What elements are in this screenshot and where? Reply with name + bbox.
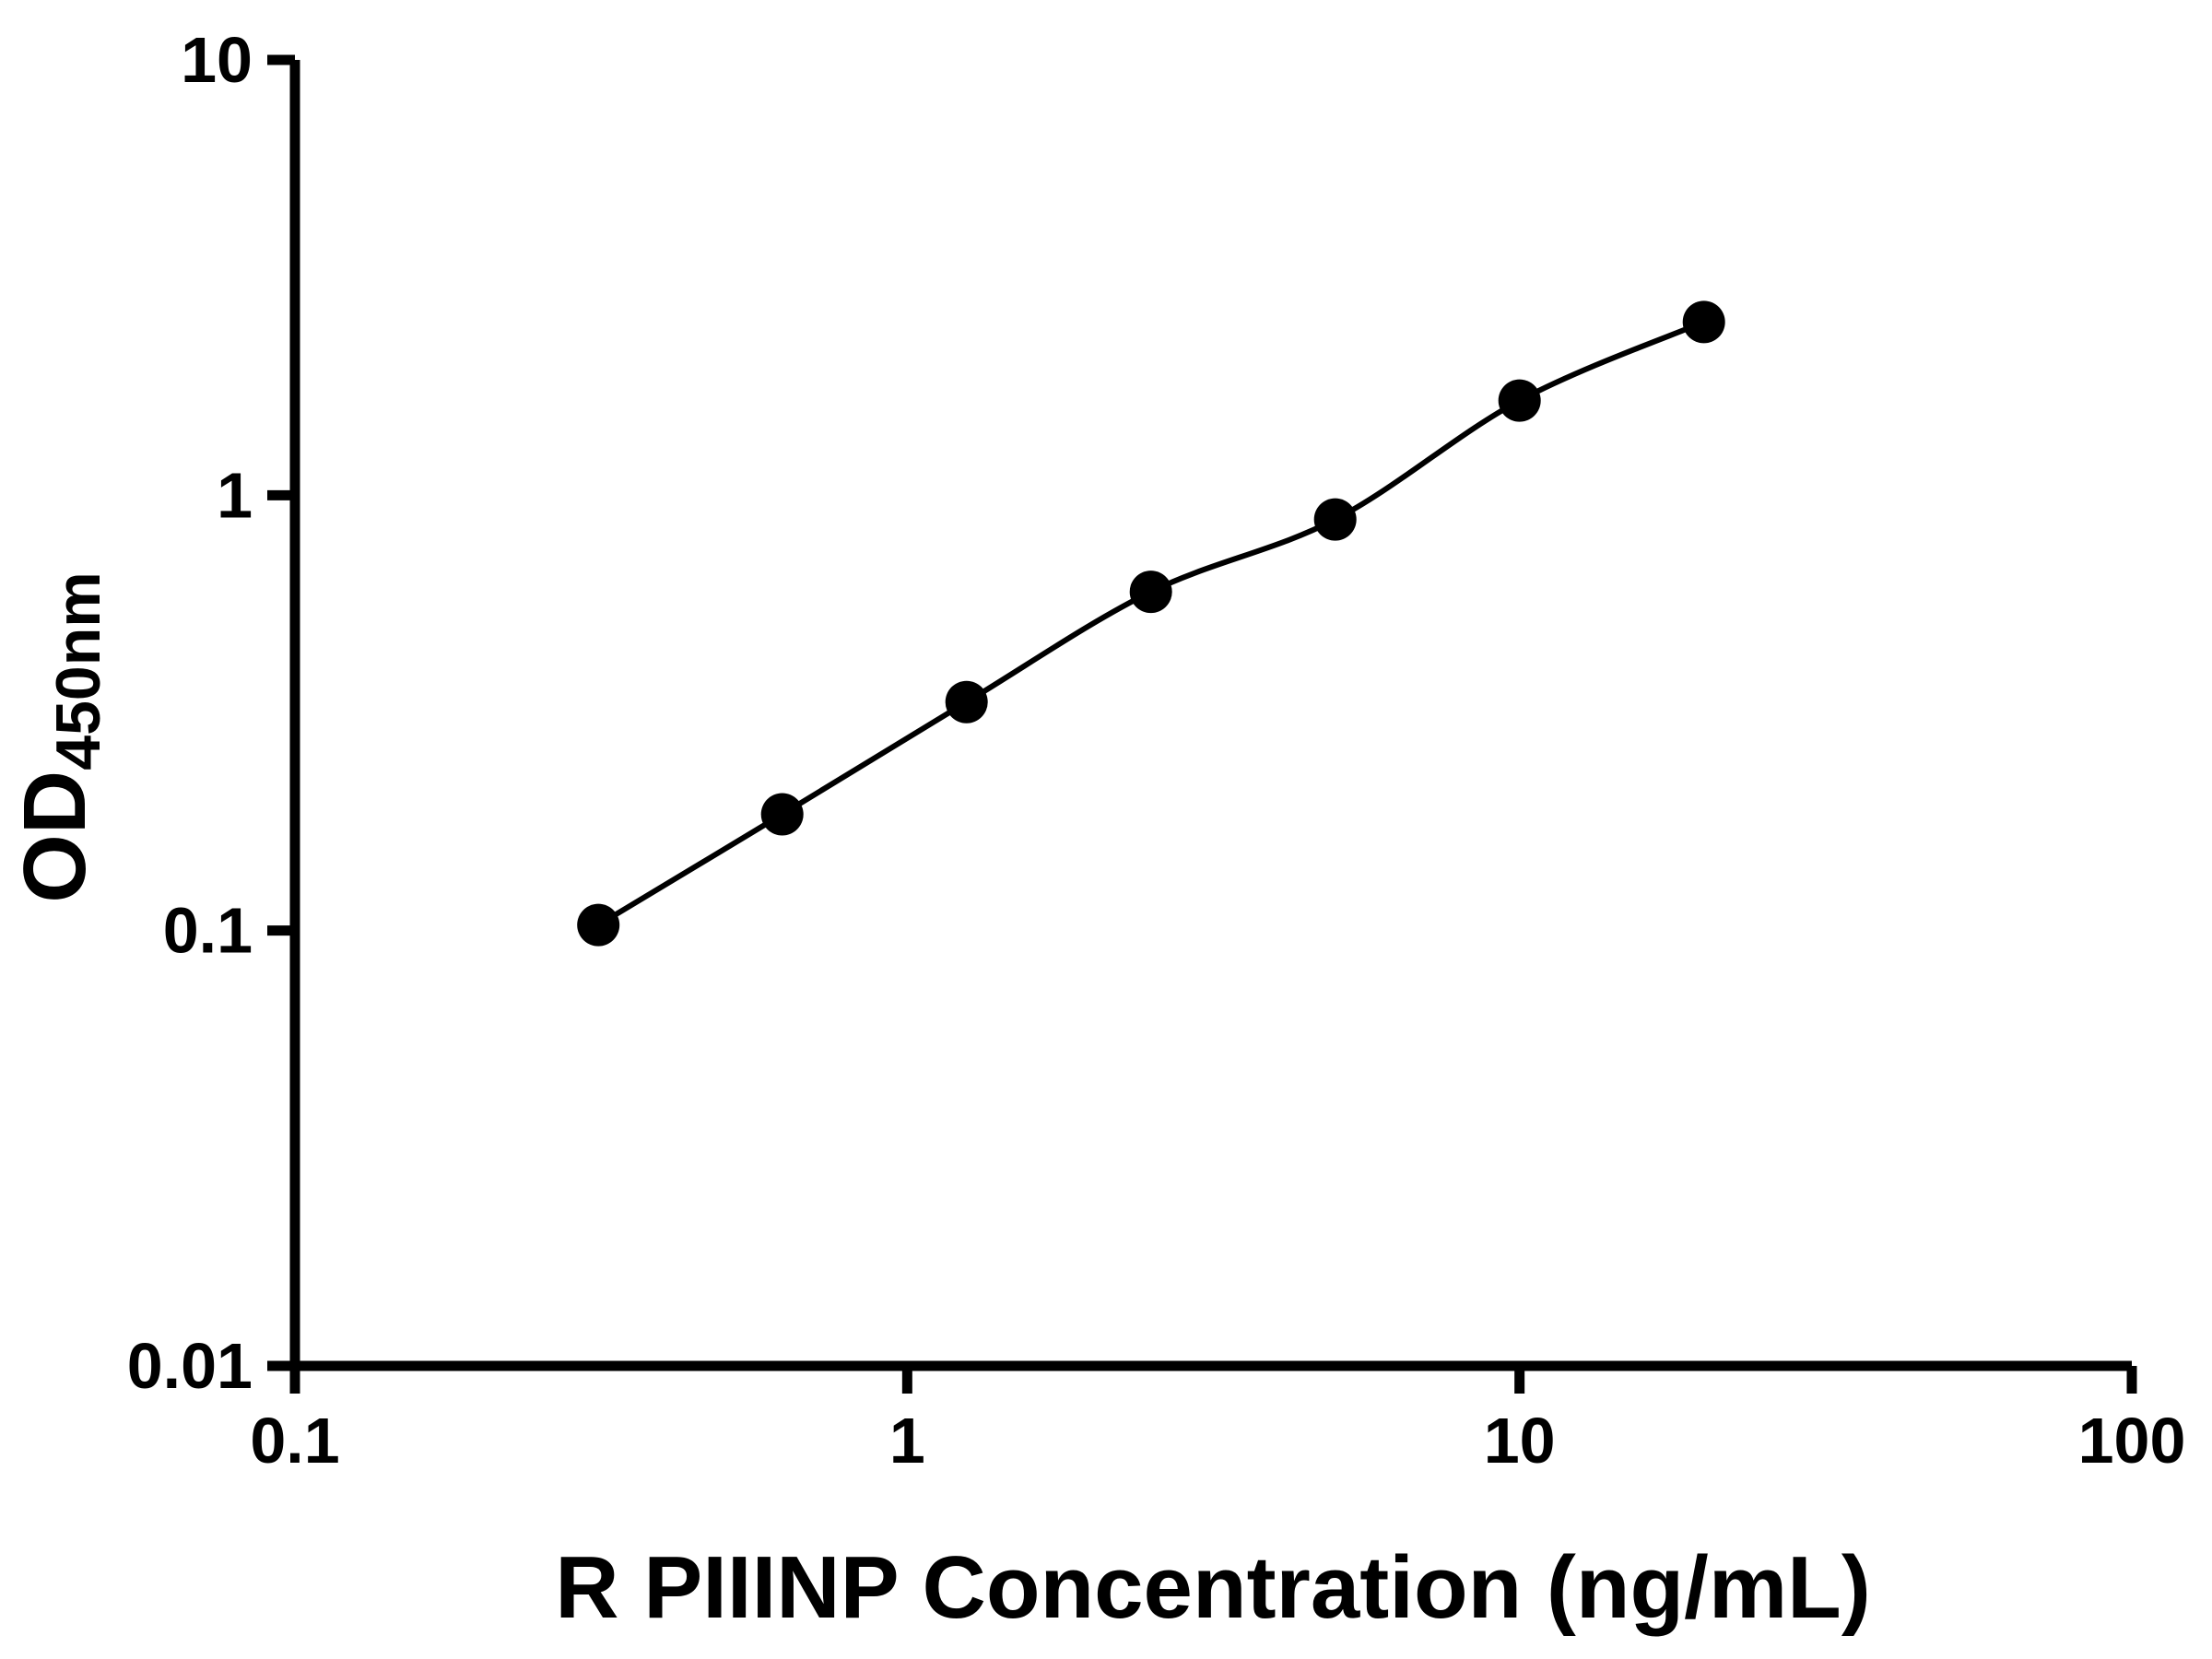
y-axis-title-subscript: 450nm [43,571,113,770]
x-tick-label: 0.1 [250,1405,339,1477]
axis-spines [289,60,2132,1371]
x-axis-title: R PIIINP Concentration (ng/mL) [555,1538,1871,1637]
data-point-marker [1682,300,1725,344]
axes [289,60,2132,1371]
data-point-marker [945,680,988,724]
y-axis-title-main: OD [6,771,104,903]
x-tick-label: 10 [1484,1405,1556,1477]
y-tick-label: 10 [181,24,253,96]
y-tick-label: 0.1 [163,895,253,967]
data-point-marker [577,903,620,947]
tick-marks [267,54,2137,1394]
y-tick-label: 0.01 [127,1330,253,1402]
data-point-marker [1129,571,1172,614]
data-point-marker [1498,379,1541,422]
x-tick-label: 1 [889,1405,925,1477]
data-series [577,300,1725,947]
data-point-marker [1313,498,1357,541]
y-axis-title: OD450nm [6,571,113,902]
data-point-marker [760,793,804,836]
standard-curve-line [596,319,1705,928]
x-tick-label: 100 [2078,1405,2186,1477]
y-tick-label: 1 [217,459,253,531]
